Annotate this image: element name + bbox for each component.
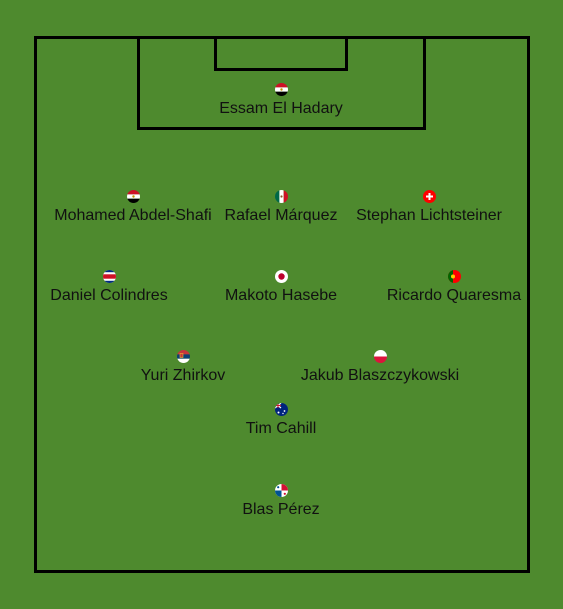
player-marker[interactable]: Yuri Zhirkov (73, 350, 293, 385)
player-marker[interactable]: Blas Pérez (171, 484, 391, 519)
mexico-flag-icon (274, 190, 288, 203)
player-marker[interactable]: Jakub Blaszczykowski (270, 350, 490, 385)
poland-flag-icon (373, 350, 387, 363)
player-marker[interactable]: Daniel Colindres (0, 270, 219, 305)
player-name: Daniel Colindres (50, 287, 168, 304)
portugal-flag-icon (447, 270, 461, 283)
costa-rica-flag-icon (102, 270, 116, 283)
egypt-flag-icon (274, 83, 288, 96)
player-name: Mohamed Abdel-Shafi (54, 207, 212, 224)
player-marker[interactable]: Mohamed Abdel-Shafi (23, 190, 243, 225)
player-name: Makoto Hasebe (224, 287, 338, 304)
serbia-flag-icon (176, 350, 190, 363)
switzerland-flag-icon (422, 190, 436, 203)
player-name: Rafael Márquez (224, 207, 338, 224)
player-marker[interactable]: Ricardo Quaresma (344, 270, 563, 305)
player-marker[interactable]: Makoto Hasebe (171, 270, 391, 305)
goal-area (214, 36, 348, 71)
player-marker[interactable]: Rafael Márquez (171, 190, 391, 225)
egypt-flag-icon (126, 190, 140, 203)
player-name: Stephan Lichtsteiner (356, 207, 502, 224)
player-name: Blas Pérez (242, 501, 320, 518)
player-name: Yuri Zhirkov (140, 367, 226, 384)
player-name: Jakub Blaszczykowski (300, 367, 460, 384)
panama-flag-icon (274, 484, 288, 497)
player-name: Essam El Hadary (219, 100, 343, 117)
australia-flag-icon (274, 403, 288, 416)
player-name: Tim Cahill (245, 420, 317, 437)
japan-flag-icon (274, 270, 288, 283)
player-marker[interactable]: Stephan Lichtsteiner (319, 190, 539, 225)
player-marker[interactable]: Essam El Hadary (171, 83, 391, 118)
player-marker[interactable]: Tim Cahill (171, 403, 391, 438)
player-name: Ricardo Quaresma (386, 287, 522, 304)
